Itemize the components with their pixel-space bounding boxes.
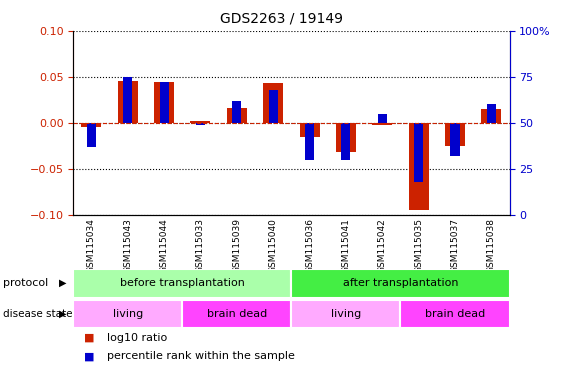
Bar: [263, 83, 283, 123]
Text: percentile rank within the sample: percentile rank within the sample: [107, 351, 295, 361]
Bar: [159, 82, 169, 123]
Bar: [154, 82, 174, 123]
Bar: [196, 123, 205, 125]
Bar: [378, 114, 387, 123]
Bar: [372, 123, 392, 125]
Text: ▶: ▶: [59, 309, 66, 319]
Bar: [450, 123, 459, 156]
Text: protocol: protocol: [3, 278, 48, 288]
Text: ■: ■: [84, 351, 95, 361]
Bar: [190, 121, 211, 123]
Text: ■: ■: [84, 333, 95, 343]
Bar: [445, 123, 465, 146]
Text: disease state: disease state: [3, 309, 72, 319]
Text: ▶: ▶: [59, 278, 66, 288]
Bar: [73, 300, 182, 328]
Bar: [123, 77, 132, 123]
Bar: [409, 123, 428, 210]
Bar: [82, 123, 101, 127]
Bar: [292, 300, 400, 328]
Text: brain dead: brain dead: [207, 309, 267, 319]
Text: living: living: [113, 309, 143, 319]
Bar: [118, 81, 138, 123]
Bar: [305, 123, 314, 160]
Bar: [182, 300, 292, 328]
Bar: [87, 123, 96, 147]
Bar: [400, 300, 510, 328]
Bar: [481, 109, 501, 123]
Text: living: living: [331, 309, 361, 319]
Text: brain dead: brain dead: [425, 309, 485, 319]
Text: log10 ratio: log10 ratio: [107, 333, 167, 343]
Text: after transplantation: after transplantation: [343, 278, 458, 288]
Bar: [336, 123, 356, 152]
Text: before transplantation: before transplantation: [120, 278, 245, 288]
Bar: [487, 104, 496, 123]
Bar: [414, 123, 423, 182]
Bar: [341, 123, 350, 160]
Bar: [292, 269, 510, 298]
Bar: [233, 101, 242, 123]
Bar: [73, 269, 292, 298]
Bar: [269, 90, 278, 123]
Bar: [227, 108, 247, 123]
Bar: [300, 123, 320, 137]
Text: GDS2263 / 19149: GDS2263 / 19149: [220, 12, 343, 25]
